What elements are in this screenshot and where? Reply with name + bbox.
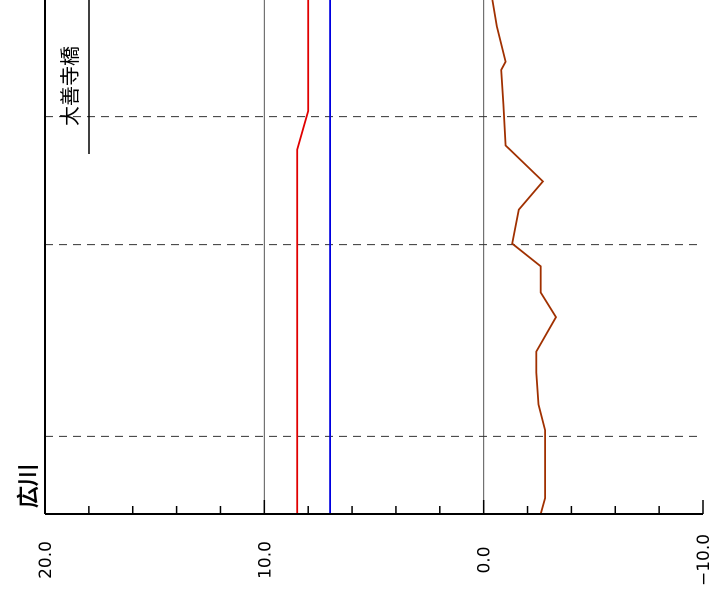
frame-layer [44,0,703,515]
value-tick-label: −10.0 [694,534,713,586]
label-layer: 20.0 10.0 0.0 −10.0 広川 大善寺橋 [16,0,713,586]
value-tick-label: 10.0 [255,541,275,579]
value-tick-label: 0.0 [475,546,495,573]
grid-layer [45,0,703,514]
series-line [296,0,310,514]
value-tick-label: 20.0 [36,541,56,579]
chart-title: 広川 [16,464,42,508]
series-line [491,0,558,515]
bridge-annotation: 大善寺橋 [58,46,82,126]
tick-layer [44,500,704,514]
series-layer [296,0,558,515]
